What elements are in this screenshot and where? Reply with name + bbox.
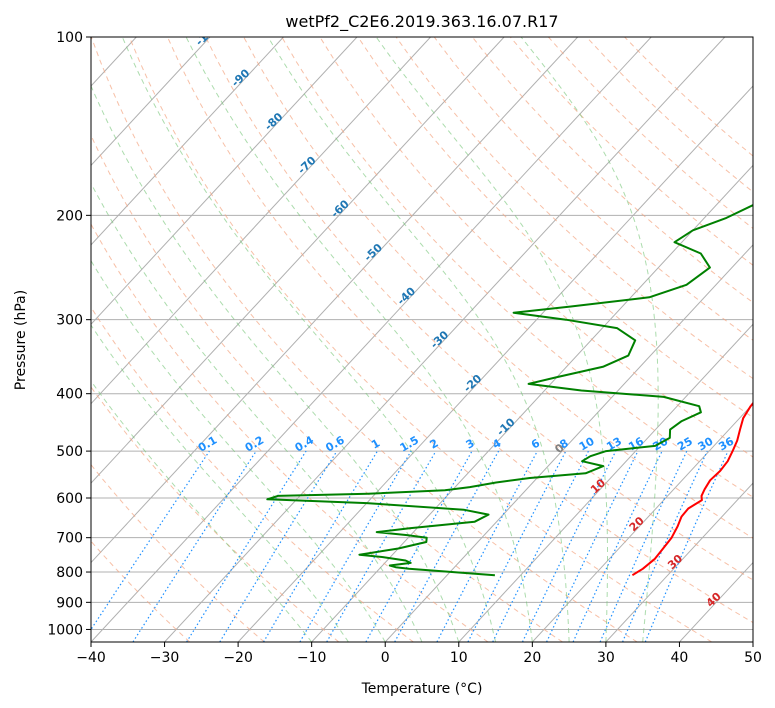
y-tick-label: 800 bbox=[56, 565, 83, 581]
dry-adiabat bbox=[91, 463, 265, 642]
moist-adiabat bbox=[267, 37, 570, 642]
isotherm-line bbox=[91, 37, 579, 564]
isotherm-line bbox=[384, 244, 753, 642]
dry-adiabat bbox=[91, 134, 563, 642]
y-tick-label: 600 bbox=[56, 491, 83, 507]
temperature-profile bbox=[631, 401, 753, 577]
isotherm-line bbox=[605, 482, 753, 642]
plot-frame bbox=[90, 36, 754, 643]
isotherm-line bbox=[237, 85, 753, 642]
isotherm-line bbox=[458, 323, 753, 642]
x-tick-label: −40 bbox=[76, 650, 106, 666]
y-tick-label: 700 bbox=[56, 531, 83, 547]
y-tick-label: 400 bbox=[56, 387, 83, 403]
y-tick-label: 200 bbox=[56, 208, 83, 224]
dewpoint-profile bbox=[266, 204, 753, 577]
mixing-ratio-line bbox=[599, 450, 688, 642]
axis-ticks: −40 −30 −20 −10 0 10 20 30 40 50 1000 900 800 700 600 5… bbox=[47, 30, 762, 666]
isotherm-line bbox=[91, 37, 211, 167]
dry-adiabat bbox=[91, 223, 489, 642]
x-tick-label: −30 bbox=[150, 650, 180, 666]
moist-adiabat bbox=[375, 37, 608, 642]
dry-adiabat bbox=[91, 37, 638, 642]
y-tick-label: 1000 bbox=[47, 622, 83, 638]
y-tick-label: 100 bbox=[56, 30, 83, 46]
mixing-ratio-line bbox=[394, 450, 500, 642]
x-tick-label: 30 bbox=[597, 650, 615, 666]
dry-adiabat bbox=[433, 37, 753, 341]
x-tick-label: 10 bbox=[450, 650, 468, 666]
dry-adiabat bbox=[167, 37, 753, 624]
y-tick-label: 500 bbox=[56, 444, 83, 460]
dry-adiabat bbox=[281, 37, 753, 498]
isotherm-label: -100 bbox=[193, 20, 222, 49]
x-tick-label: 0 bbox=[381, 650, 390, 666]
mixing-ratio-line bbox=[132, 450, 257, 642]
x-tick-label: −10 bbox=[297, 650, 327, 666]
x-tick-label: 50 bbox=[744, 650, 762, 666]
mixing-ratio-line bbox=[622, 450, 708, 642]
isotherm-line bbox=[91, 37, 652, 642]
y-tick-label: 900 bbox=[56, 595, 83, 611]
isotherm-line bbox=[531, 402, 753, 642]
x-tick-label: −20 bbox=[223, 650, 253, 666]
mixing-ratio-line bbox=[521, 450, 617, 642]
dry-adiabat bbox=[128, 37, 713, 642]
moist-adiabat bbox=[91, 182, 423, 642]
chart-title: wetPf2_C2E6.2019.363.16.07.R17 bbox=[285, 12, 558, 32]
moist-adiabat bbox=[520, 37, 659, 642]
x-tick-label: 40 bbox=[671, 650, 689, 666]
dry-adiabat bbox=[91, 306, 414, 642]
moist-adiabat bbox=[91, 380, 313, 642]
moist-adiabat bbox=[91, 259, 386, 642]
isotherm-line bbox=[91, 37, 358, 326]
mixing-ratio-line bbox=[492, 450, 590, 642]
mixing-ratio-line bbox=[91, 450, 210, 631]
isotherm-line bbox=[164, 37, 726, 642]
x-axis-label: Temperature (°C) bbox=[361, 681, 483, 697]
isotherm-line bbox=[91, 37, 431, 405]
isotherm-line bbox=[91, 37, 505, 484]
dry-adiabat bbox=[319, 37, 753, 458]
moist-adiabat bbox=[91, 324, 349, 642]
mixing-ratio-line bbox=[644, 450, 729, 642]
moist-adiabat bbox=[91, 84, 460, 642]
y-tick-label: 300 bbox=[56, 313, 83, 329]
isotherm-line bbox=[91, 37, 284, 246]
x-tick-label: 20 bbox=[523, 650, 541, 666]
y-axis-label: Pressure (hPa) bbox=[13, 290, 29, 390]
plot-area: 0.10.20.40.611.52346810131620253036-100-… bbox=[91, 20, 753, 642]
